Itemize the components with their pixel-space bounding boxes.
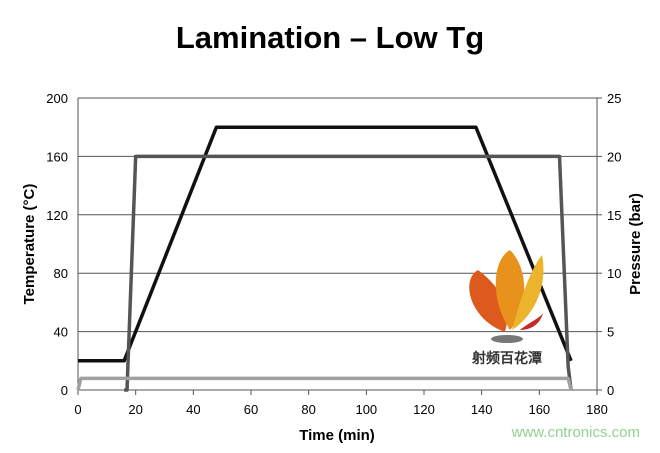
x-tick-label: 60 xyxy=(244,402,258,417)
watermark-text: 射频百花潭 xyxy=(471,350,542,366)
x-tick-label: 180 xyxy=(586,402,608,417)
x-tick-label: 100 xyxy=(355,402,377,417)
y2-tick-label: 25 xyxy=(607,91,621,106)
y2-tick-label: 15 xyxy=(607,208,621,223)
x-tick-label: 40 xyxy=(186,402,200,417)
y2-tick-label: 0 xyxy=(607,383,614,398)
x-tick-label: 160 xyxy=(528,402,550,417)
y-tick-label: 0 xyxy=(61,383,68,398)
y2-tick-label: 20 xyxy=(607,149,621,164)
x-tick-label: 120 xyxy=(413,402,435,417)
y-axis-label: Temperature (°C) xyxy=(21,184,38,305)
y-tick-label: 80 xyxy=(54,266,68,281)
y-tick-label: 200 xyxy=(46,91,68,106)
y2-tick-label: 5 xyxy=(607,325,614,340)
series-line-1 xyxy=(78,125,573,363)
chart-title: Lamination – Low Tg xyxy=(176,20,484,55)
y-tick-label: 40 xyxy=(54,325,68,340)
y2-tick-label: 10 xyxy=(607,266,621,281)
y-tick-label: 120 xyxy=(46,208,68,223)
y2-axis-label: Pressure (bar) xyxy=(627,193,644,295)
watermark-url: www.cntronics.com xyxy=(511,424,640,441)
watermark-logo: 射频百花潭 xyxy=(469,250,544,366)
x-tick-label: 0 xyxy=(74,402,81,417)
y-tick-label: 160 xyxy=(46,149,68,164)
x-tick-label: 140 xyxy=(471,402,493,417)
x-tick-label: 20 xyxy=(128,402,142,417)
series-line-2 xyxy=(124,154,573,392)
x-axis-label: Time (min) xyxy=(299,427,375,444)
x-tick-label: 80 xyxy=(301,402,315,417)
series-line-3 xyxy=(76,376,573,391)
